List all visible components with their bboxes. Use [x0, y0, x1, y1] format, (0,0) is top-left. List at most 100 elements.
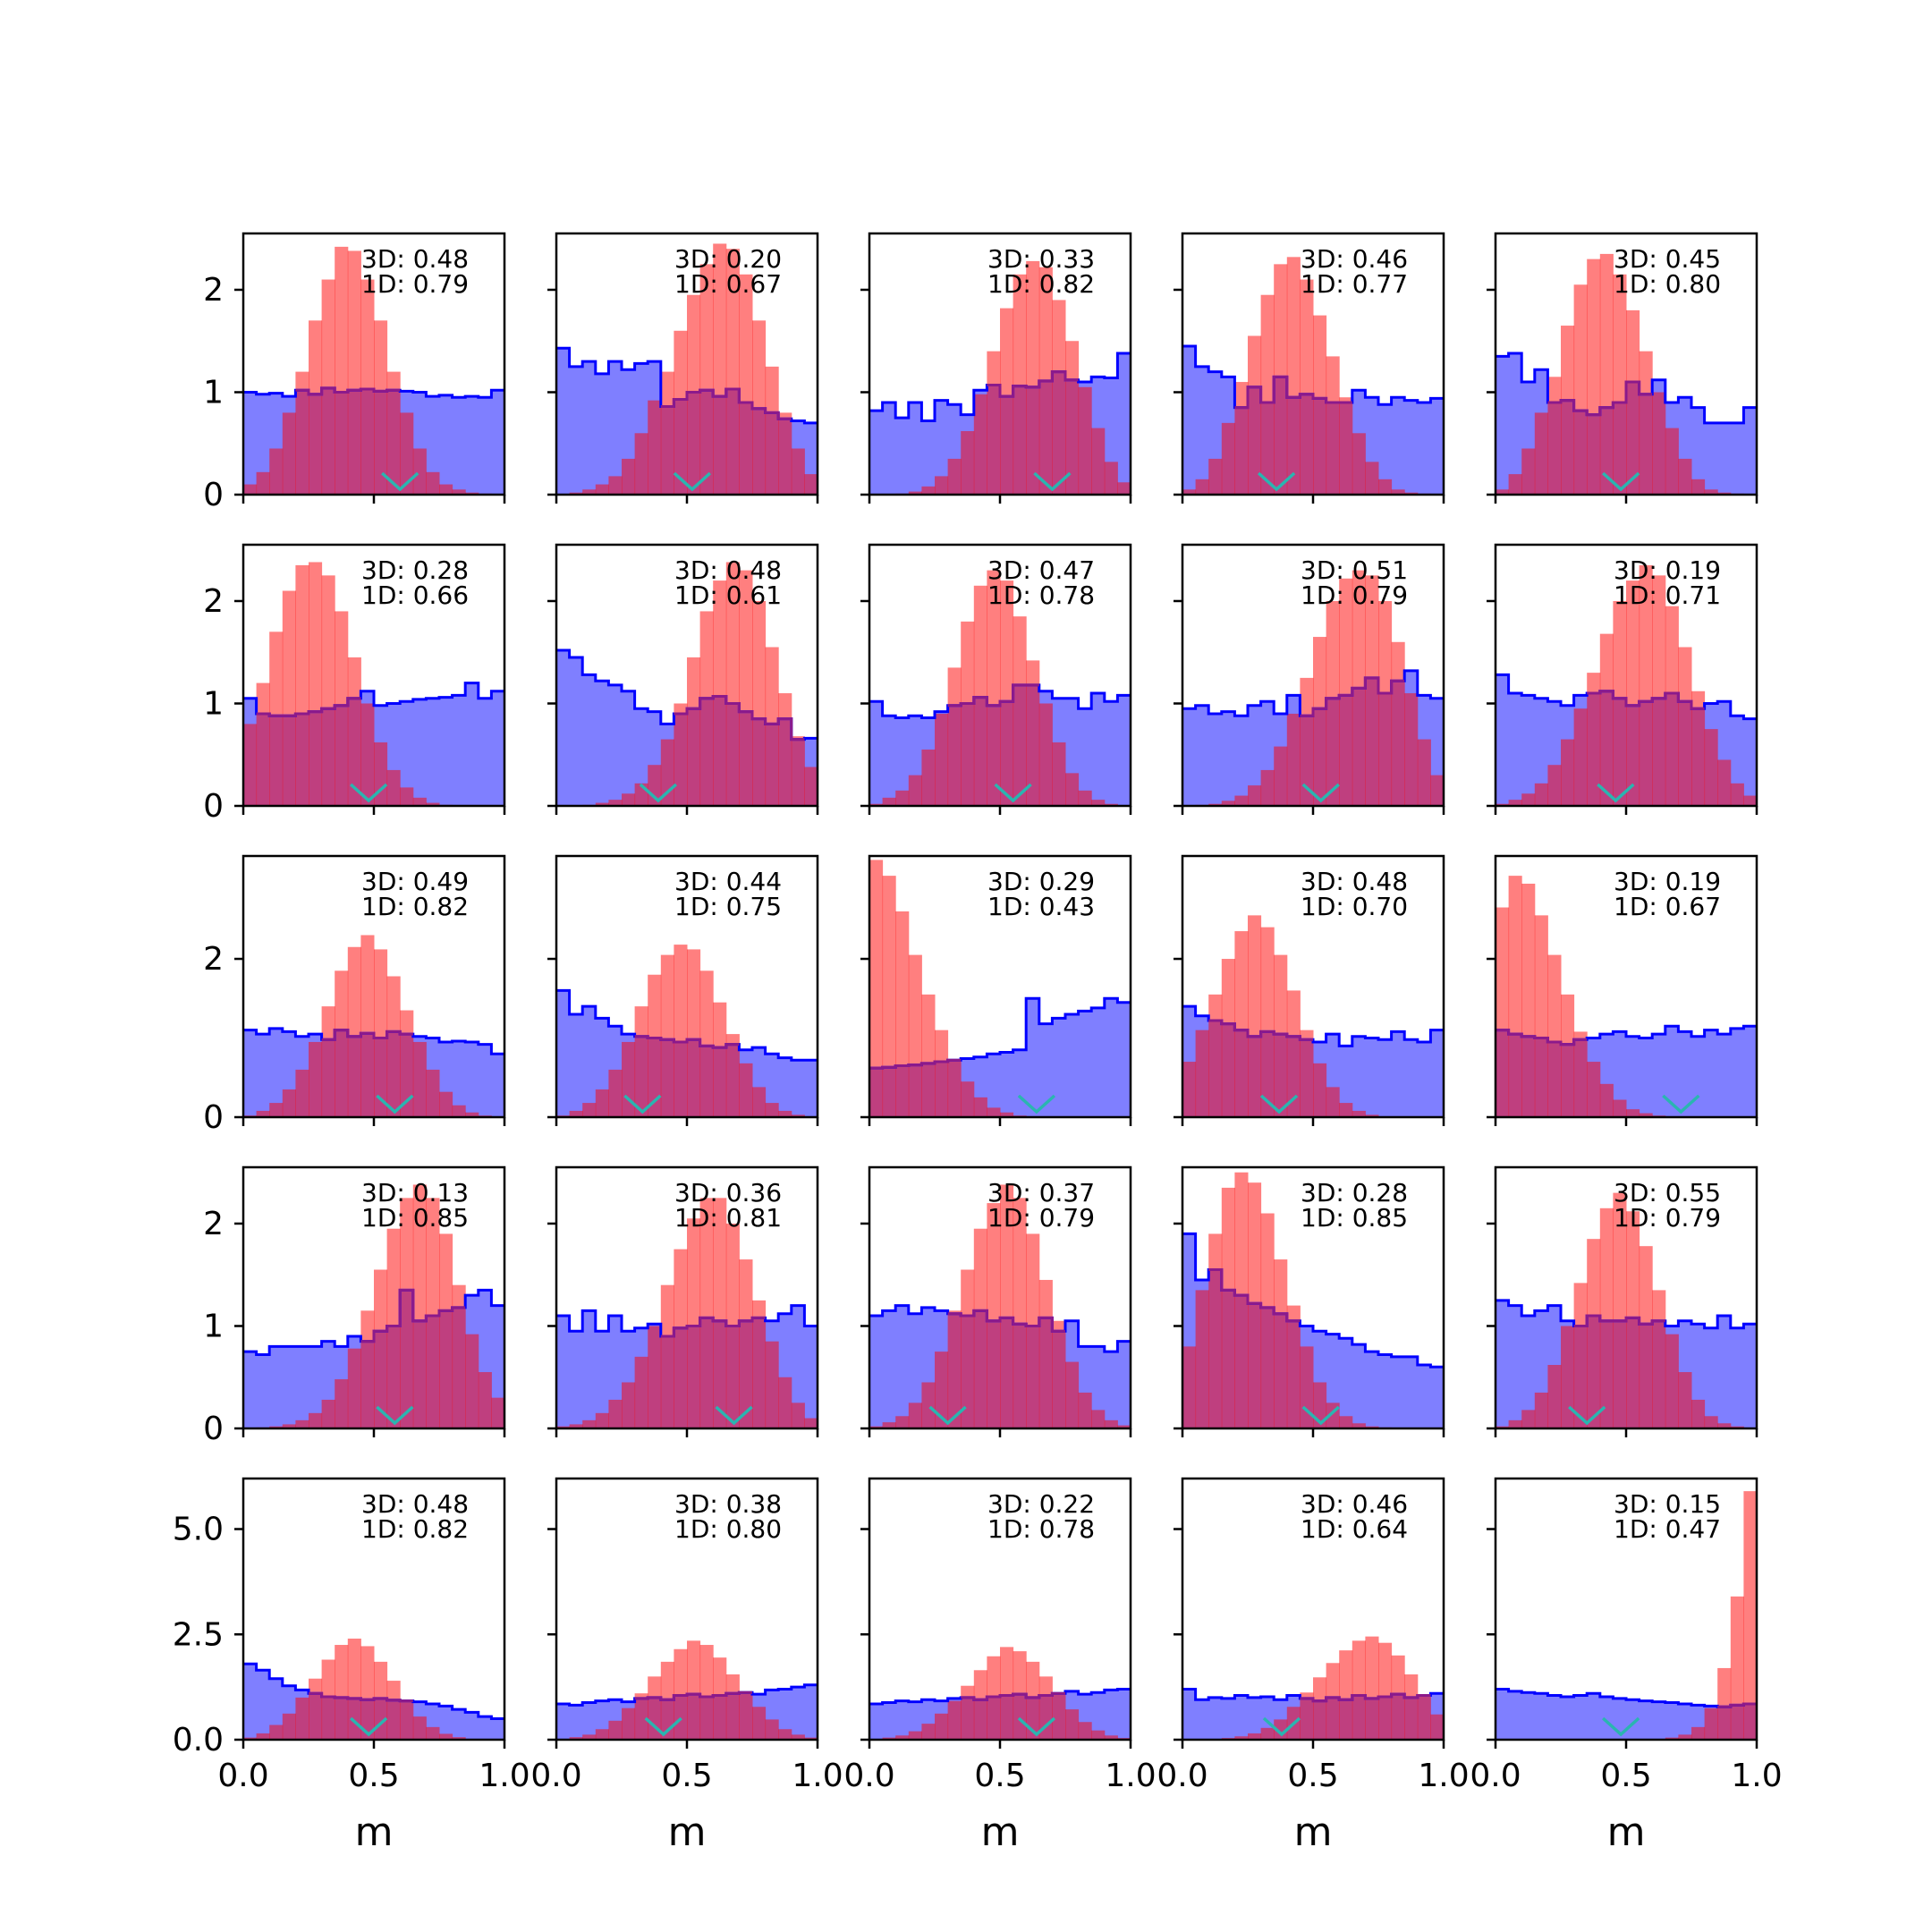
red-histogram-bar [1260, 1727, 1275, 1740]
annotation-1d: 1D: 0.71 [1614, 580, 1721, 610]
red-histogram-bar [595, 1412, 609, 1428]
overlap-histogram-step [869, 1058, 962, 1070]
red-histogram-bar [1221, 1187, 1235, 1428]
red-histogram-bar [1691, 691, 1706, 806]
red-histogram-bar [1417, 739, 1431, 806]
red-histogram-bar [1717, 1423, 1732, 1428]
red-histogram-bar [869, 860, 884, 1117]
red-histogram-bar [1534, 1392, 1548, 1428]
red-histogram-bar [1313, 1063, 1327, 1117]
red-histogram-bar [1365, 462, 1379, 495]
red-histogram-bar [1026, 1661, 1040, 1740]
red-histogram-bar [426, 1198, 440, 1428]
red-histogram-bar [1221, 801, 1235, 806]
red-histogram-bar [1300, 279, 1314, 495]
red-histogram-bar [765, 366, 779, 495]
red-histogram-bar [1274, 954, 1288, 1117]
red-histogram-bar [1587, 258, 1601, 495]
red-histogram-bar [1561, 739, 1575, 806]
x-tick-label: 1.0 [1418, 1758, 1469, 1794]
red-histogram-bar [895, 790, 910, 806]
red-histogram-bar [360, 935, 375, 1117]
annotation-3d: 3D: 0.15 [1614, 1489, 1721, 1519]
x-tick-label: 1.0 [1105, 1758, 1156, 1794]
red-histogram-bar [1091, 428, 1106, 495]
x-tick-label: 1.0 [479, 1758, 530, 1794]
red-histogram-bar [1300, 1030, 1314, 1117]
red-histogram-bar [1534, 412, 1548, 495]
overlap-histogram-step [1300, 1692, 1431, 1703]
x-tick-label: 1.0 [792, 1758, 843, 1794]
red-histogram-bar [752, 600, 767, 806]
red-histogram-bar [973, 1228, 987, 1428]
mean-marker [623, 1094, 662, 1114]
overlap-histogram-step [1234, 375, 1352, 410]
panel-plot-area [869, 860, 1131, 1117]
red-histogram-bar [1326, 356, 1340, 495]
annotation-1d: 1D: 0.47 [1614, 1514, 1721, 1544]
overlap-histogram-step [1587, 690, 1705, 710]
red-histogram-bar [1730, 783, 1744, 806]
panel-plot-area [243, 1184, 504, 1428]
red-histogram-bar [648, 1326, 662, 1428]
overlap-histogram-step [947, 683, 1039, 708]
red-histogram-bar [1639, 351, 1653, 495]
y-tick-label: 2 [203, 1206, 224, 1242]
red-histogram-bar [713, 1198, 727, 1428]
red-histogram-bar [622, 1041, 636, 1117]
red-histogram-bar [1339, 578, 1353, 806]
mean-marker [715, 1405, 753, 1426]
red-histogram-bar [804, 767, 818, 806]
red-histogram-bar [608, 1399, 623, 1428]
panel-plot-area [556, 945, 818, 1117]
annotation-3d: 3D: 0.28 [361, 555, 469, 585]
red-histogram-bar [360, 1646, 375, 1740]
red-histogram-bar [687, 949, 701, 1117]
red-histogram-bar [725, 1674, 740, 1740]
red-histogram-bar [739, 570, 753, 806]
mean-marker [928, 1405, 967, 1426]
red-histogram-bar [1300, 677, 1314, 806]
red-histogram-bar [935, 1352, 949, 1428]
overlap-histogram-step [295, 386, 401, 396]
annotation-1d: 1D: 0.67 [1614, 892, 1721, 921]
red-histogram-bar [1234, 1172, 1249, 1428]
x-axis-label: m [668, 1809, 707, 1855]
red-histogram-bar [895, 1416, 910, 1428]
x-tick-label: 0.5 [1287, 1758, 1338, 1794]
red-histogram-bar [634, 1006, 648, 1117]
red-histogram-bar [360, 703, 375, 806]
red-histogram-bar [400, 412, 414, 495]
red-histogram-bar [778, 1377, 792, 1428]
red-histogram-bar [1521, 793, 1536, 806]
red-histogram-bar [295, 371, 309, 495]
red-histogram-bar [282, 590, 296, 806]
red-histogram-bar [1573, 1283, 1588, 1428]
panel-plot-area [1496, 564, 1757, 806]
red-histogram-bar [1326, 1087, 1340, 1117]
red-histogram-bar [1613, 274, 1627, 495]
red-histogram-bar [791, 1734, 805, 1740]
red-histogram-bar [426, 1726, 440, 1740]
red-histogram-bar [622, 458, 636, 495]
panel-plot-area [869, 570, 1131, 806]
overlap-histogram-step [1208, 1019, 1313, 1041]
red-histogram-bar [1221, 959, 1235, 1117]
panel-plot-area [556, 1198, 818, 1428]
red-histogram-bar [765, 1341, 779, 1428]
y-tick-label: 2 [203, 272, 224, 309]
red-histogram-bar [921, 1382, 936, 1428]
annotation-1d: 1D: 0.78 [987, 1514, 1095, 1544]
annotation-3d: 3D: 0.48 [361, 244, 469, 274]
red-histogram-bar [961, 1269, 975, 1428]
mean-marker [1597, 783, 1635, 803]
red-histogram-bar [374, 742, 388, 806]
red-histogram-bar [1547, 765, 1562, 806]
red-histogram-bar [973, 1670, 987, 1740]
annotation-3d: 3D: 0.46 [1301, 1489, 1408, 1519]
red-histogram-bar [1026, 260, 1040, 495]
y-tick-label: 0 [203, 477, 224, 513]
